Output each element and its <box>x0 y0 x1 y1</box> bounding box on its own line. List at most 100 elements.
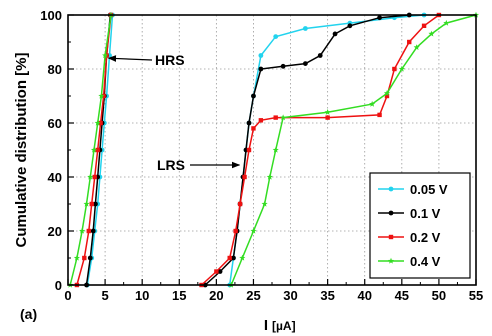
data-point <box>87 255 93 261</box>
x-tick-label: 0 <box>64 288 71 303</box>
data-point <box>280 63 286 69</box>
x-tick-label: 40 <box>357 288 371 303</box>
y-tick-label: 20 <box>48 224 62 239</box>
annotation-hrs-arrow <box>107 55 153 62</box>
data-point <box>428 30 435 37</box>
y-tick-label: 40 <box>48 170 62 185</box>
data-point <box>246 120 252 126</box>
data-point <box>90 146 98 153</box>
x-tick-label: 30 <box>283 288 297 303</box>
x-tick-label: 15 <box>172 288 186 303</box>
annotations: HRS LRS <box>107 52 241 173</box>
x-axis-title: I <box>264 317 268 334</box>
data-point <box>242 174 247 180</box>
annotation-lrs: LRS <box>157 157 185 173</box>
data-point <box>392 66 397 72</box>
data-point <box>101 93 106 99</box>
data-point <box>83 200 90 207</box>
data-point <box>258 53 264 58</box>
y-tick-label: 100 <box>40 8 62 23</box>
data-point <box>325 115 330 120</box>
data-point <box>73 254 80 261</box>
series-layer <box>67 11 480 288</box>
data-point <box>388 234 394 240</box>
series-line-hrs <box>69 14 112 286</box>
x-axis-unit: [µA] <box>272 319 296 333</box>
data-point <box>377 112 382 118</box>
data-point <box>233 228 238 234</box>
legend-label: 0.05 V <box>410 182 448 197</box>
data-point <box>79 227 86 234</box>
data-point <box>413 44 420 50</box>
data-point <box>94 119 101 126</box>
data-point <box>388 186 394 192</box>
data-point <box>421 23 427 28</box>
series-line-hrs <box>86 14 114 286</box>
data-point <box>272 146 279 153</box>
data-point <box>407 39 412 45</box>
data-point <box>237 201 243 207</box>
data-point <box>89 201 94 207</box>
data-point <box>273 115 278 120</box>
data-point <box>214 269 219 274</box>
data-point <box>398 65 405 72</box>
data-point <box>324 109 331 115</box>
data-point <box>98 92 105 99</box>
legend-label: 0.1 V <box>410 206 441 221</box>
data-point <box>317 53 323 58</box>
data-point <box>217 269 223 274</box>
legend-label: 0.4 V <box>410 254 441 269</box>
data-point <box>369 100 376 107</box>
data-point <box>87 173 94 180</box>
data-point <box>302 26 308 31</box>
x-tick-label: 20 <box>209 288 223 303</box>
legend: 0.05 V 0.1 V 0.2 V 0.4 V <box>369 172 471 279</box>
ticks: 0 5 10 15 20 25 30 35 40 45 50 55 0 20 40 60 80 100 <box>40 8 483 303</box>
y-tick-label: 80 <box>48 62 62 77</box>
data-point <box>82 255 87 261</box>
x-tick-label: 45 <box>395 288 409 303</box>
data-point <box>384 93 390 99</box>
annotation-hrs: HRS <box>155 52 185 68</box>
data-point <box>227 255 232 261</box>
x-tick-label: 35 <box>320 288 334 303</box>
data-point <box>388 210 394 216</box>
series-line-hrs <box>76 14 112 286</box>
data-point <box>231 255 236 261</box>
data-point <box>102 52 109 59</box>
data-point <box>377 15 382 21</box>
x-tick-label: 25 <box>246 288 260 303</box>
data-point <box>250 227 257 234</box>
data-point <box>239 254 246 261</box>
data-point <box>93 201 98 207</box>
data-point <box>383 90 391 96</box>
data-point <box>98 120 103 126</box>
data-point <box>261 200 268 207</box>
data-point <box>443 19 450 26</box>
data-point <box>258 66 264 72</box>
y-tick-label: 60 <box>48 116 62 131</box>
data-point <box>280 114 287 121</box>
panel-label: (a) <box>20 306 37 322</box>
data-point <box>266 173 273 180</box>
data-point <box>387 257 395 264</box>
series-2 <box>74 12 442 288</box>
data-point <box>251 93 256 99</box>
x-tick-label: 55 <box>469 288 483 303</box>
data-point <box>86 228 91 234</box>
data-point <box>95 147 100 153</box>
data-point <box>332 31 338 37</box>
data-point <box>347 23 353 29</box>
legend-label: 0.2 V <box>410 230 441 245</box>
data-point <box>251 126 256 131</box>
data-point <box>92 174 97 180</box>
data-point <box>273 34 279 39</box>
x-tick-label: 10 <box>135 288 149 303</box>
data-point <box>258 118 264 123</box>
data-point <box>302 61 308 66</box>
data-point <box>90 228 96 234</box>
y-tick-label: 0 <box>55 278 62 293</box>
x-tick-label: 5 <box>101 288 108 303</box>
y-axis-title: Cumulative distribution [%] <box>13 52 30 247</box>
